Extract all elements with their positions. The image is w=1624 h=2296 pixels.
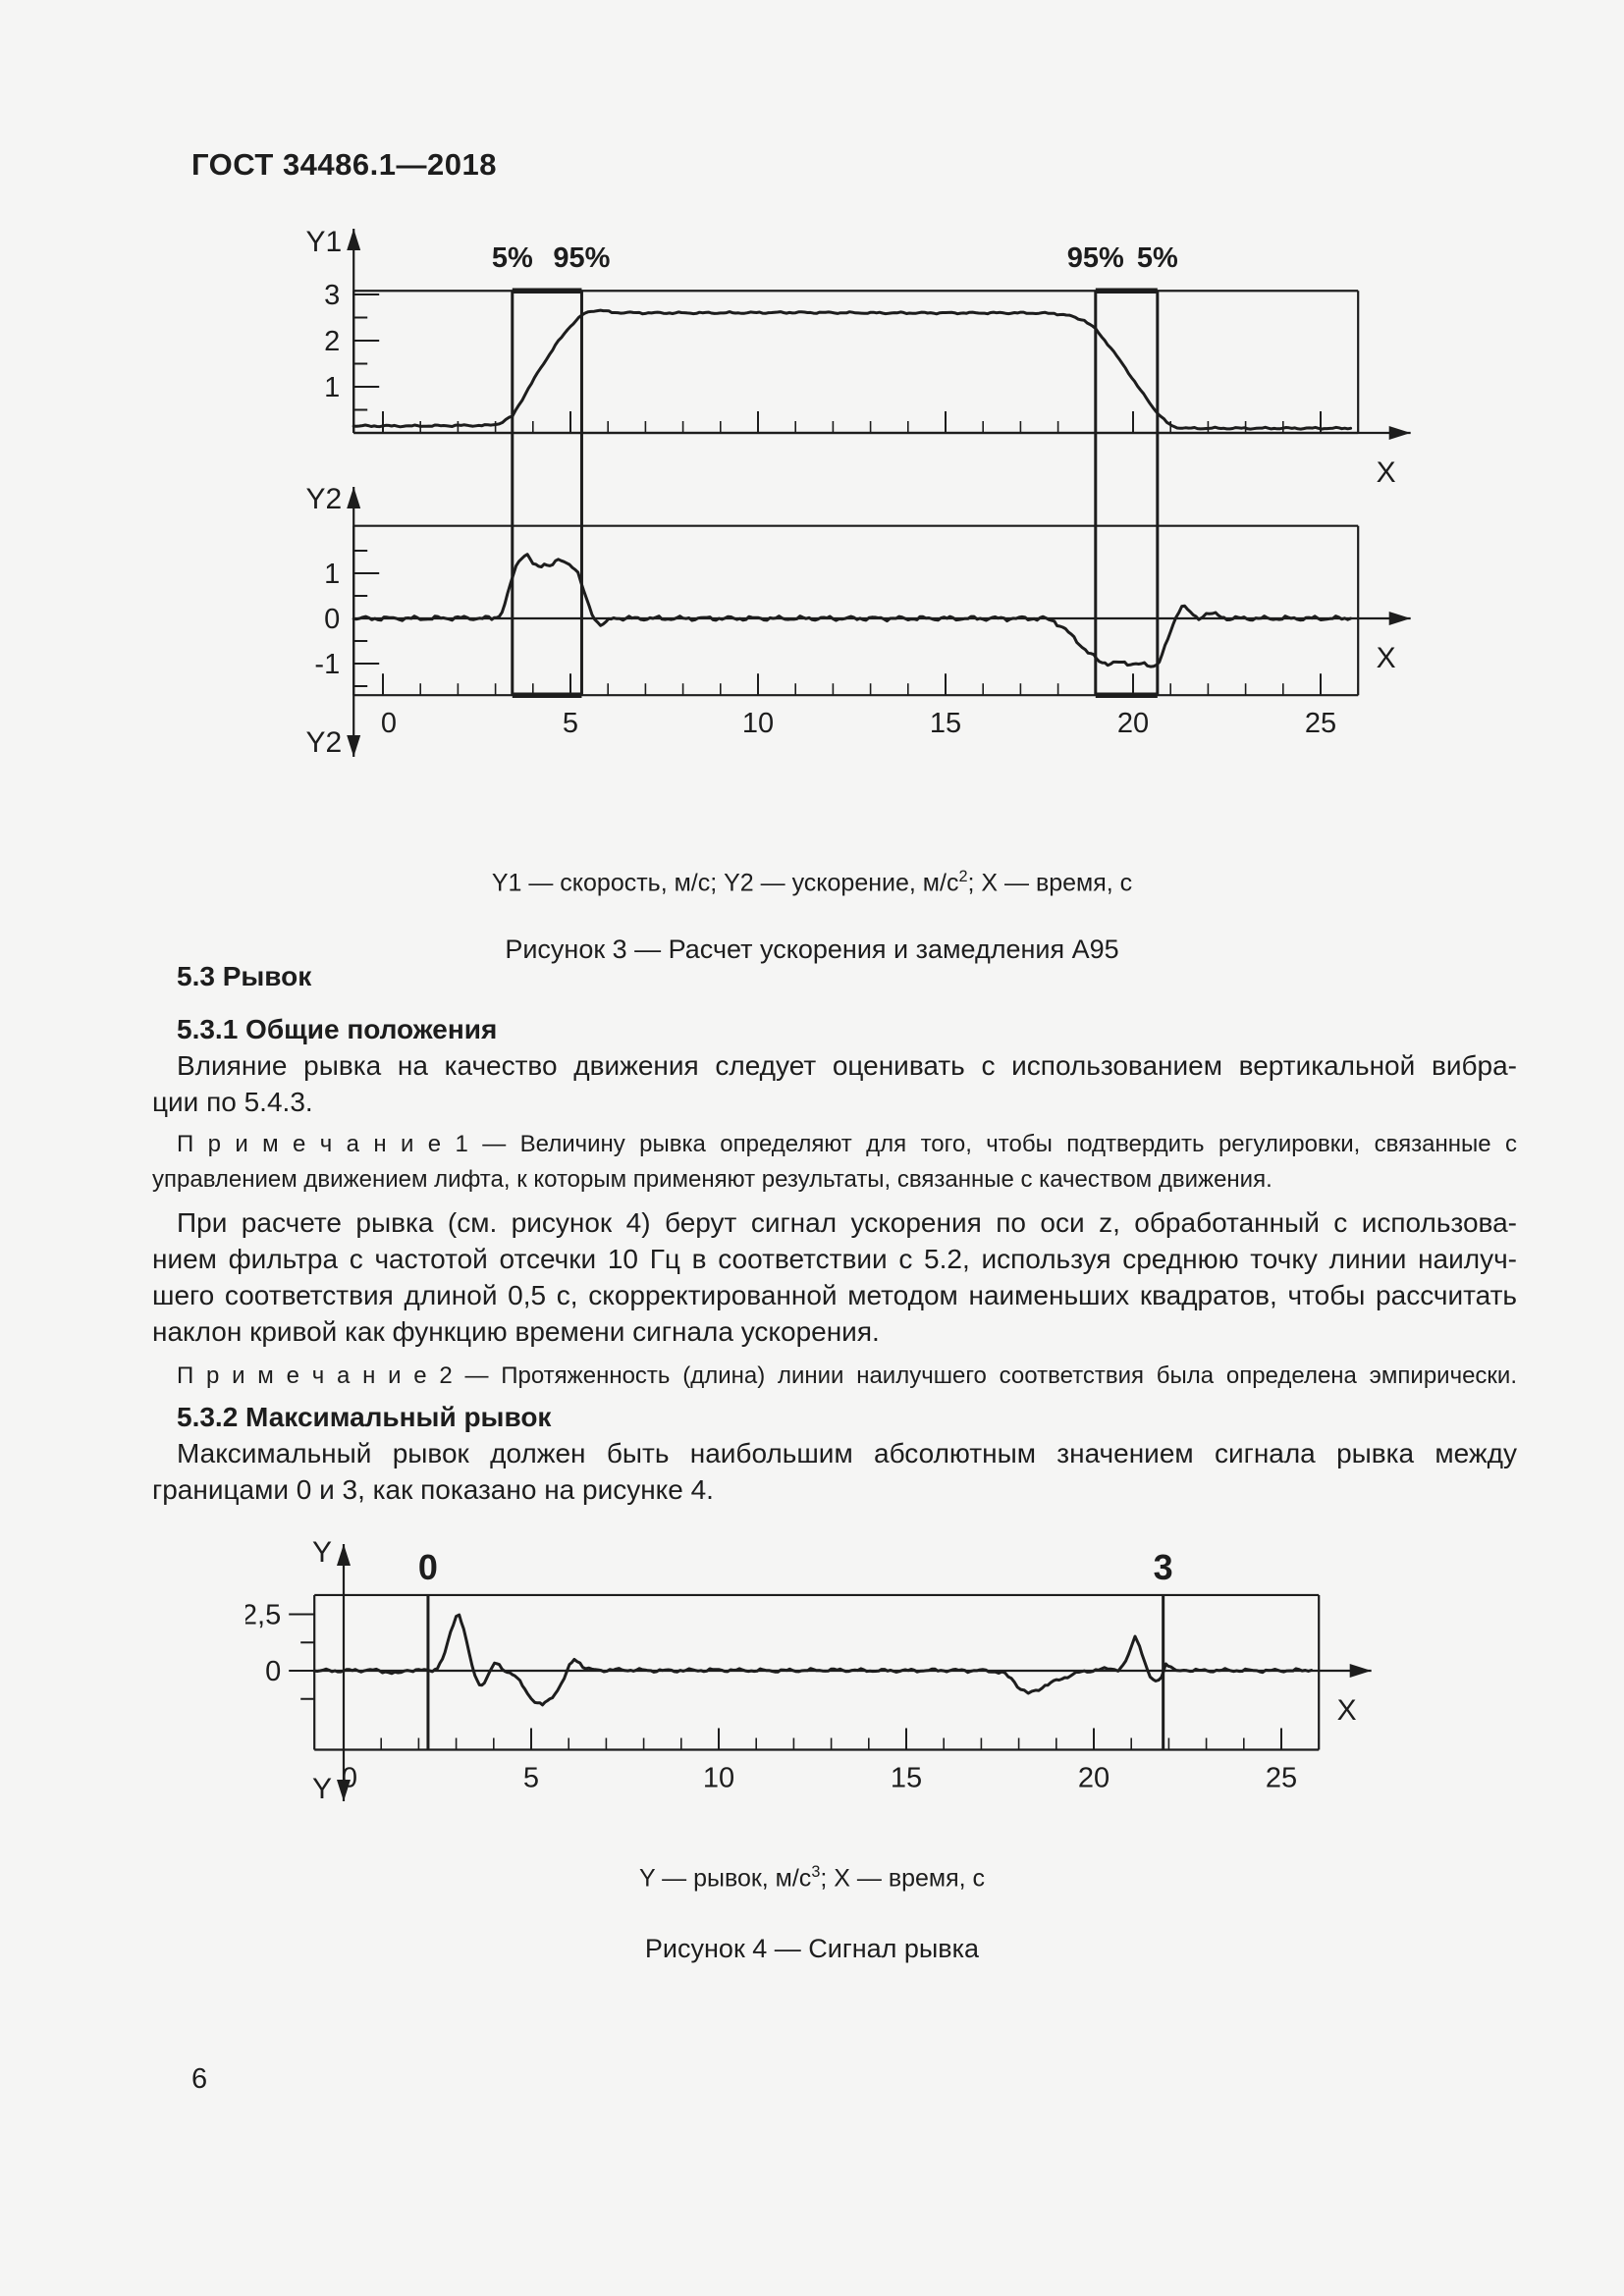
svg-text:25: 25 bbox=[1305, 708, 1336, 739]
figure4-title: Рисунок 4 — Сигнал рывка bbox=[644, 1934, 980, 1963]
svg-text:-1: -1 bbox=[314, 649, 340, 680]
svg-text:20: 20 bbox=[1078, 1763, 1110, 1794]
svg-text:15: 15 bbox=[891, 1763, 922, 1794]
note-1: П р и м е ч а н и е 1 — Величину рывка о… bbox=[152, 1127, 1517, 1198]
paragraph-line: При расчете рывка (см. рисунок 4) берут … bbox=[177, 1207, 1517, 1238]
paragraph-line: нием фильтра с частотой отсечки 10 Гц в … bbox=[152, 1244, 1517, 1274]
heading-5-3-2: 5.3.2 Максимальный рывок bbox=[177, 1402, 552, 1432]
svg-text:95%: 95% bbox=[1067, 242, 1124, 274]
figure3-legend-tail: ; X — время, с bbox=[967, 869, 1133, 897]
note-line: управлением движением лифта, к которым п… bbox=[152, 1166, 1272, 1193]
svg-text:2,5: 2,5 bbox=[245, 1600, 281, 1631]
paragraph-5-3-1: При расчете рывка (см. рисунок 4) берут … bbox=[152, 1204, 1517, 1350]
svg-text:1: 1 bbox=[324, 372, 340, 403]
figure3-legend-sup: 2 bbox=[958, 868, 968, 885]
svg-text:10: 10 bbox=[703, 1763, 734, 1794]
svg-text:0: 0 bbox=[265, 1656, 281, 1687]
svg-text:0: 0 bbox=[381, 708, 397, 739]
figure3-legend-text: Y1 — скорость, м/с; Y2 — ускорение, м/с bbox=[491, 869, 959, 897]
svg-text:0: 0 bbox=[324, 604, 340, 635]
figure4-legend-text: Y — рывок, м/с bbox=[638, 1864, 812, 1893]
svg-text:15: 15 bbox=[930, 708, 961, 739]
paragraph-line: ции по 5.4.3. bbox=[152, 1087, 313, 1117]
svg-text:Y2: Y2 bbox=[306, 726, 343, 759]
figure4-legend-tail: ; X — время, с bbox=[820, 1864, 986, 1893]
paragraph-line: Максимальный рывок должен быть наибольши… bbox=[177, 1438, 1517, 1468]
svg-text:5: 5 bbox=[523, 1763, 539, 1794]
page-number: 6 bbox=[191, 2063, 208, 2095]
svg-text:Y: Y bbox=[312, 1773, 332, 1805]
figure3-legend: Y1 — скорость, м/с; Y2 — ускорение, м/с2… bbox=[0, 868, 1624, 897]
svg-text:X: X bbox=[1377, 456, 1396, 489]
svg-text:20: 20 bbox=[1117, 708, 1149, 739]
paragraph-line: Влияние рывка на качество движения следу… bbox=[177, 1050, 1517, 1081]
svg-text:3: 3 bbox=[1154, 1547, 1173, 1587]
svg-text:25: 25 bbox=[1266, 1763, 1297, 1794]
heading-5-3-1: 5.3.1 Общие положения bbox=[177, 1014, 498, 1044]
svg-text:5%: 5% bbox=[1137, 242, 1178, 274]
svg-text:1: 1 bbox=[324, 559, 340, 590]
paragraph-line: границами 0 и 3, как показано на рисунке… bbox=[152, 1474, 714, 1505]
svg-text:X: X bbox=[1337, 1694, 1357, 1727]
svg-text:Y2: Y2 bbox=[306, 483, 343, 515]
svg-text:0: 0 bbox=[418, 1547, 438, 1587]
svg-text:5%: 5% bbox=[492, 242, 533, 274]
svg-text:X: X bbox=[1377, 642, 1396, 674]
svg-text:Y: Y bbox=[312, 1536, 332, 1569]
paragraph-line: шего соответствия длиной 0,5 с, скоррект… bbox=[152, 1280, 1517, 1310]
svg-text:95%: 95% bbox=[553, 242, 610, 274]
page-header: ГОСТ 34486.1—2018 bbox=[191, 147, 497, 182]
svg-text:Y1: Y1 bbox=[306, 226, 343, 258]
svg-text:5: 5 bbox=[563, 708, 578, 739]
figure3-title: Рисунок 3 — Расчет ускорения и замедлени… bbox=[505, 934, 1119, 964]
heading-5-3: 5.3 Рывок bbox=[177, 961, 312, 991]
svg-text:2: 2 bbox=[324, 326, 340, 357]
figure4-chart: Y Y 2,5 0 X 0 5 10 15 20 25 0 3 bbox=[245, 1536, 1372, 1805]
figure4-legend-sup: 3 bbox=[811, 1863, 821, 1881]
note-2: П р и м е ч а н и е 2 — Протяженность (д… bbox=[177, 1362, 1517, 1389]
figure4-legend: Y — рывок, м/с3; X — время, с bbox=[0, 1863, 1624, 1893]
paragraph-line: наклон кривой как функцию времени сигнал… bbox=[152, 1316, 880, 1347]
note-line: П р и м е ч а н и е 1 — Величину рывка о… bbox=[177, 1131, 1517, 1157]
body-text: 5.3 Рывок 5.3.1 Общие положения Влияние … bbox=[152, 958, 1517, 1508]
svg-text:3: 3 bbox=[324, 280, 340, 311]
svg-text:0: 0 bbox=[342, 1763, 357, 1794]
svg-text:10: 10 bbox=[742, 708, 774, 739]
